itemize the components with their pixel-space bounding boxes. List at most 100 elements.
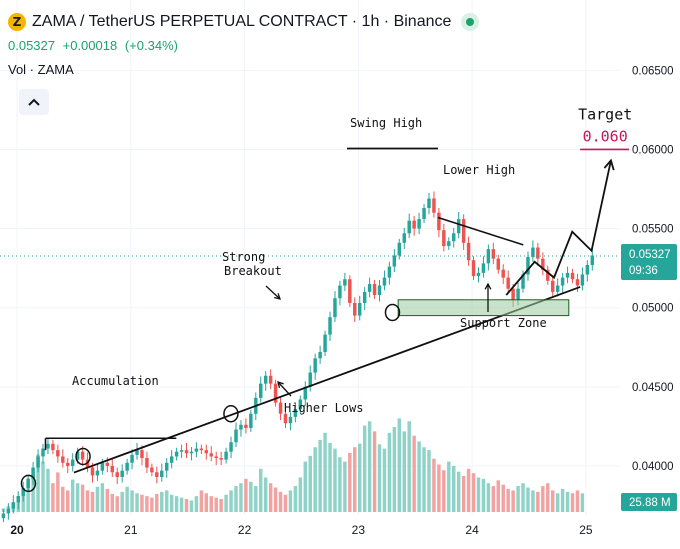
volume-bar [85,490,90,512]
volume-bar [174,496,179,512]
volume-bar [41,461,45,512]
annotation-swing-high: Swing High [350,116,422,130]
volume-bar [521,483,525,512]
volume-bar [125,486,129,512]
candle-body [546,269,550,281]
analysis-lines [0,147,630,493]
candle-body [1,513,6,519]
candle-body [422,207,426,220]
higher-low-circle [223,404,239,423]
candle-body [135,450,139,455]
higher-lows-arrow [277,381,292,397]
candle-body [6,508,11,514]
candle-body [412,220,416,229]
collapse-button[interactable] [19,89,49,115]
candle-body [204,450,209,454]
candle-body [130,454,134,463]
volume-bar [526,487,530,512]
volume-bar [328,442,332,512]
volume-bar [471,473,476,512]
volume-bar [412,435,416,512]
annotation-higher-lows: Higher Lows [284,401,363,415]
candle-body [491,249,496,259]
candle-body [259,383,263,398]
volume-bar [46,468,50,512]
volume-bar [140,494,144,512]
candle-body [417,219,421,229]
chevron-up-icon [28,98,40,106]
volume-bar [268,483,273,512]
candle-body [31,467,35,479]
volume-bar [511,490,515,512]
volume-bar [432,458,436,512]
candle-body [481,263,486,273]
volume-bar [308,455,312,512]
volume-bar [249,481,253,512]
candle-body [392,255,397,267]
higher-low-circle [384,303,401,322]
candle-body [466,242,471,261]
candle-body [234,429,238,443]
uptrend-line [73,286,581,474]
volume-bar [234,486,238,512]
live-dot-core [466,18,475,26]
volume-bar [66,490,70,512]
volume-bar [100,483,105,512]
annotation-support-zone: Support Zone [460,316,547,330]
volume-bar [353,447,357,512]
candle-body [541,258,545,270]
volume-bar [452,465,456,512]
candle-body [343,279,347,286]
annotation-strong-breakout-line: Strong [222,250,265,264]
candle-body [36,456,40,468]
volume-bar [318,440,322,512]
volume-bar [570,493,575,512]
candle-body [219,458,223,460]
candle-body [56,450,60,457]
breakout-arrow [265,285,281,300]
volume-bar [372,431,377,512]
volume-bar [442,470,446,512]
breakout-arrow-head [274,293,281,300]
volume-bar [194,496,199,512]
price-tick-label: 0.04500 [632,382,674,394]
volume-bar [555,493,560,512]
volume-bar [531,490,535,512]
volume-bar [164,490,169,512]
candle-body [41,448,45,457]
candle-body [145,458,149,468]
time-axis: 20 21 22 23 24 25 [10,523,592,537]
candle-body [362,291,367,303]
price-change-pct-text: (+0.34%) [124,38,178,53]
candle-body [140,450,144,459]
volume-bar [550,490,555,512]
volume-bar [229,490,233,512]
candle-body [66,462,70,466]
symbol-title[interactable]: ZAMA / TetherUS PERPETUAL CONTRACT · 1h … [32,13,452,30]
time-tick-label: 24 [465,523,479,537]
candle-body [249,413,253,428]
candle-body [95,470,100,476]
volume-bar [367,421,372,512]
annotation-accumulation: Accumulation [72,374,159,388]
volume-bar [392,427,397,512]
time-tick-label: 21 [124,523,138,537]
volume-bar [298,477,303,512]
higher-low-circle [20,474,37,493]
candle-body [427,198,431,208]
time-tick-label: 20 [10,523,24,537]
volume-bar [130,490,134,512]
annotation-strong-breakout-line: Breakout [224,264,282,278]
candle-body [526,257,530,275]
volume-bar [348,452,352,512]
price-axis: 0.06500 0.06000 0.05500 0.05000 0.04500 0.040… [621,65,677,511]
candle-body [179,450,184,452]
candle-body [239,424,243,430]
volume-bar [209,496,213,512]
candle-body [268,375,273,384]
volume-label[interactable]: Vol · ZAMA [8,62,74,77]
candle-body [372,283,377,296]
volume-bar [575,490,580,512]
